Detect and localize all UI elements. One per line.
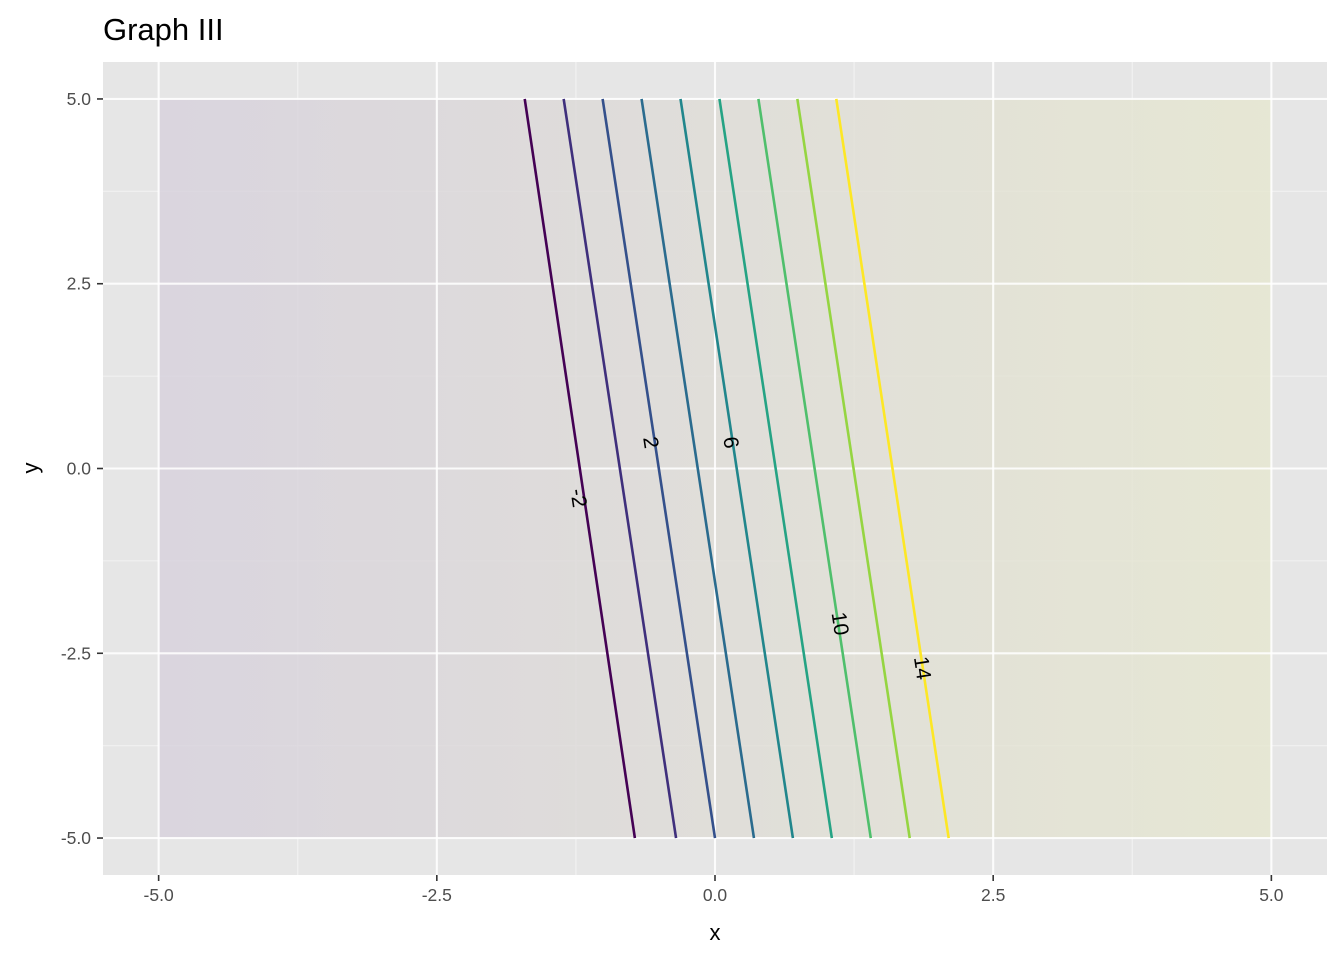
contour-label: 14 <box>909 655 935 682</box>
contour-label: 2 <box>638 435 662 450</box>
y-tick-label: -5.0 <box>61 828 91 848</box>
contour-line <box>562 98 678 839</box>
x-axis-title: x <box>710 920 721 945</box>
x-tick-label: 2.5 <box>981 885 1005 905</box>
contour-line <box>718 98 834 839</box>
contour-line <box>835 98 950 839</box>
contour-line <box>523 98 637 839</box>
x-tick-label: 5.0 <box>1259 885 1284 905</box>
contour-line <box>601 98 717 839</box>
x-axis: -5.0 -2.5 0.0 2.5 5.0 <box>144 875 1284 905</box>
y-axis: -5.0 -2.5 0.0 2.5 5.0 <box>61 89 103 848</box>
contour-label: -2 <box>565 487 591 509</box>
y-tick-label: 0.0 <box>67 459 92 479</box>
contour-line <box>757 98 873 839</box>
contour-label: 6 <box>718 435 742 450</box>
y-tick-label: 2.5 <box>67 274 91 294</box>
contour-line <box>796 98 912 839</box>
y-axis-title: y <box>18 463 43 474</box>
x-tick-label: -2.5 <box>422 885 452 905</box>
contour-line <box>640 98 756 839</box>
x-tick-label: -5.0 <box>144 885 174 905</box>
grid-major <box>103 62 1327 875</box>
y-tick-label: -2.5 <box>61 643 91 663</box>
contour-label: 10 <box>827 610 853 636</box>
y-tick-label: 5.0 <box>67 89 92 109</box>
x-tick-label: 0.0 <box>703 885 728 905</box>
contour-lines <box>523 98 950 839</box>
contour-labels: -2 2 6 10 14 <box>565 435 935 681</box>
contour-line <box>679 98 795 839</box>
chart-title: Graph III <box>103 12 224 47</box>
